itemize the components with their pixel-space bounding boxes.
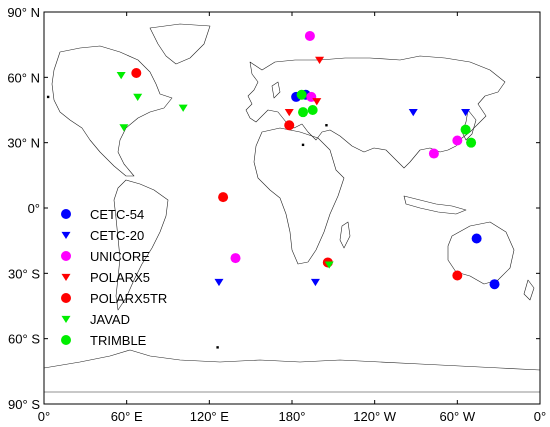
y-tick-labels: 90° N 60° N 30° N 0° 30° S 60° S 90° S — [7, 5, 40, 412]
station-marker-trimble — [298, 107, 309, 118]
legend-marker-unicore — [61, 251, 71, 261]
legend-label: CETC-54 — [90, 207, 144, 222]
y-tick-label: 30° S — [8, 266, 40, 281]
y-tick-label: 60° S — [8, 332, 40, 347]
x-tick-label: 120° E — [190, 409, 230, 424]
legend-marker-trimble — [61, 335, 71, 345]
legend-marker-javad — [61, 315, 71, 324]
station-marker-javad — [178, 104, 188, 112]
north-america-outline — [51, 45, 173, 177]
dot-marker — [46, 95, 50, 99]
greenland-outline — [149, 23, 211, 65]
station-marker-polarx5 — [312, 98, 322, 106]
indonesia-outline — [403, 195, 467, 215]
station-marker-trimble — [466, 137, 477, 148]
station-marker-cetc-54 — [489, 279, 500, 290]
japan-outline — [461, 109, 477, 141]
small-dots — [46, 95, 328, 349]
australia-outline — [447, 221, 515, 285]
legend-marker-polarx5tr — [61, 293, 71, 303]
africa-outline — [253, 127, 345, 265]
station-marker-trimble — [296, 89, 307, 100]
station-marker-cetc-20 — [461, 109, 471, 117]
legend-label: POLARX5TR — [90, 291, 167, 306]
station-marker-cetc-20 — [310, 278, 320, 287]
x-tick-label: 0° — [38, 409, 50, 424]
station-marker-polarx5 — [315, 56, 325, 64]
y-tick-label: 0° — [28, 201, 40, 216]
station-marker-polarx5tr — [131, 67, 142, 78]
y-tick-label: 30° N — [7, 136, 40, 151]
x-tick-label: 60° W — [440, 409, 476, 424]
station-marker-unicore — [304, 30, 315, 41]
uk-outline — [271, 81, 281, 99]
station-marker-polarx5tr — [218, 192, 229, 203]
station-marker-trimble — [307, 105, 318, 115]
legend-label: JAVAD — [90, 312, 130, 327]
eurasia-outline — [245, 55, 506, 169]
dot-marker — [301, 143, 305, 147]
legend-label: POLARX5 — [90, 270, 150, 285]
station-marker-polarx5 — [284, 109, 294, 117]
legend-label: TRIMBLE — [90, 333, 147, 348]
station-marker-javad — [119, 124, 129, 132]
dot-marker — [216, 346, 219, 349]
station-marker-javad — [133, 93, 143, 101]
legend: CETC-54 CETC-20 UNICORE POLARX5 POLARX5TR JAV… — [61, 207, 167, 348]
y-tick-label: 90° S — [8, 397, 40, 412]
legend-marker-cetc-20 — [61, 231, 71, 240]
station-marker-unicore — [230, 253, 241, 264]
station-marker-cetc-54 — [471, 233, 482, 244]
station-marker-trimble — [460, 124, 471, 135]
axis-ticks — [43, 11, 541, 405]
station-marker-polarx5tr — [452, 270, 463, 281]
x-tick-labels: 0° 60° E 120° E 180° 120° W 60° W 0° — [38, 409, 546, 424]
station-marker-cetc-20 — [214, 278, 224, 287]
antarctica-outline — [43, 349, 541, 393]
new-zealand-outline — [523, 279, 535, 301]
station-markers — [116, 30, 500, 290]
x-tick-label: 180° — [279, 409, 306, 424]
station-marker-javad — [324, 261, 334, 269]
x-tick-label: 60° E — [111, 409, 143, 424]
station-marker-javad — [116, 72, 126, 80]
madagascar-outline — [339, 221, 351, 249]
legend-label: CETC-20 — [90, 228, 144, 243]
y-tick-label: 60° N — [7, 70, 40, 85]
station-marker-unicore — [428, 148, 439, 159]
south-america-outline — [113, 179, 169, 311]
x-tick-label: 0° — [534, 409, 546, 424]
x-tick-label: 120° W — [353, 409, 397, 424]
station-marker-unicore — [452, 135, 463, 146]
station-marker-cetc-20 — [408, 109, 418, 117]
legend-marker-polarx5 — [61, 273, 71, 282]
dot-marker — [325, 124, 328, 127]
legend-label: UNICORE — [90, 249, 150, 264]
station-marker-polarx5tr — [284, 120, 295, 131]
y-tick-label: 90° N — [7, 5, 40, 20]
legend-marker-cetc-54 — [61, 209, 71, 219]
